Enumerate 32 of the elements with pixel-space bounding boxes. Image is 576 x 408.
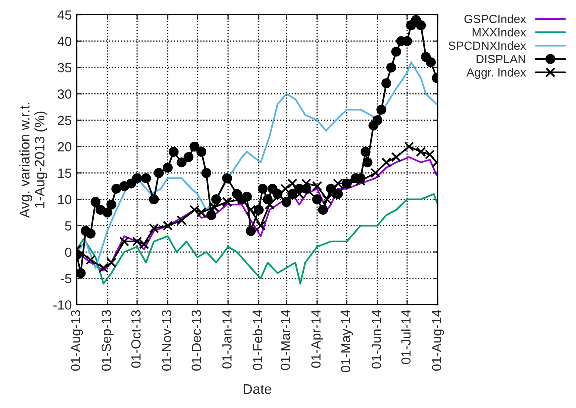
y-axis-title: Avg. variation w.r.t. 1-Aug-2013 (%): [20, 103, 48, 218]
x-tick-label: 01-Aug-14: [432, 310, 444, 371]
x-tick-label: 01-Mar-14: [280, 310, 290, 370]
x-tick-label: 01-Nov-13: [162, 310, 172, 371]
y-tick-label: 30: [58, 90, 72, 99]
y-tick-label: 35: [58, 63, 72, 73]
y-tick-label: -10: [54, 300, 72, 310]
x-axis-title: Date: [244, 384, 272, 394]
y-tick-label: -5: [60, 274, 72, 284]
y-tick-label: 10: [58, 195, 72, 204]
x-tick-label: 01-Oct-13: [132, 310, 141, 368]
x-tick-label: 01-Dec-13: [192, 310, 202, 371]
y-tick-label: 0: [65, 248, 72, 258]
y-tick-label: 20: [58, 142, 72, 152]
x-tick-label: 01-Jun-14: [372, 310, 382, 369]
y-tick-label: 40: [58, 36, 72, 46]
x-tick-label: 01-Feb-14: [252, 310, 263, 370]
x-tick-label: 01-Jul-14: [401, 310, 411, 364]
y-tick-label: 15: [58, 168, 72, 178]
y-tick-label: 45: [58, 10, 72, 20]
x-tick-label: 01-May-14: [341, 310, 354, 372]
y-tick-label: 25: [58, 116, 72, 126]
x-tick-label: 01-Aug-13: [71, 310, 84, 371]
x-tick-label: 01-Sep-13: [102, 310, 114, 371]
x-tick-label: 01-Jan-14: [222, 310, 232, 369]
x-tick-label: 01-Apr-14: [312, 310, 324, 368]
y-tick-label: 5: [65, 222, 72, 231]
legend-label: SPCDNXIndex: [448, 41, 526, 50]
legend-label: MXXIndex: [472, 28, 526, 37]
legend-label: Aggr. Index: [466, 68, 526, 80]
legend-label: DISPLAN: [476, 55, 526, 64]
legend-label: GSPCIndex: [464, 14, 526, 24]
